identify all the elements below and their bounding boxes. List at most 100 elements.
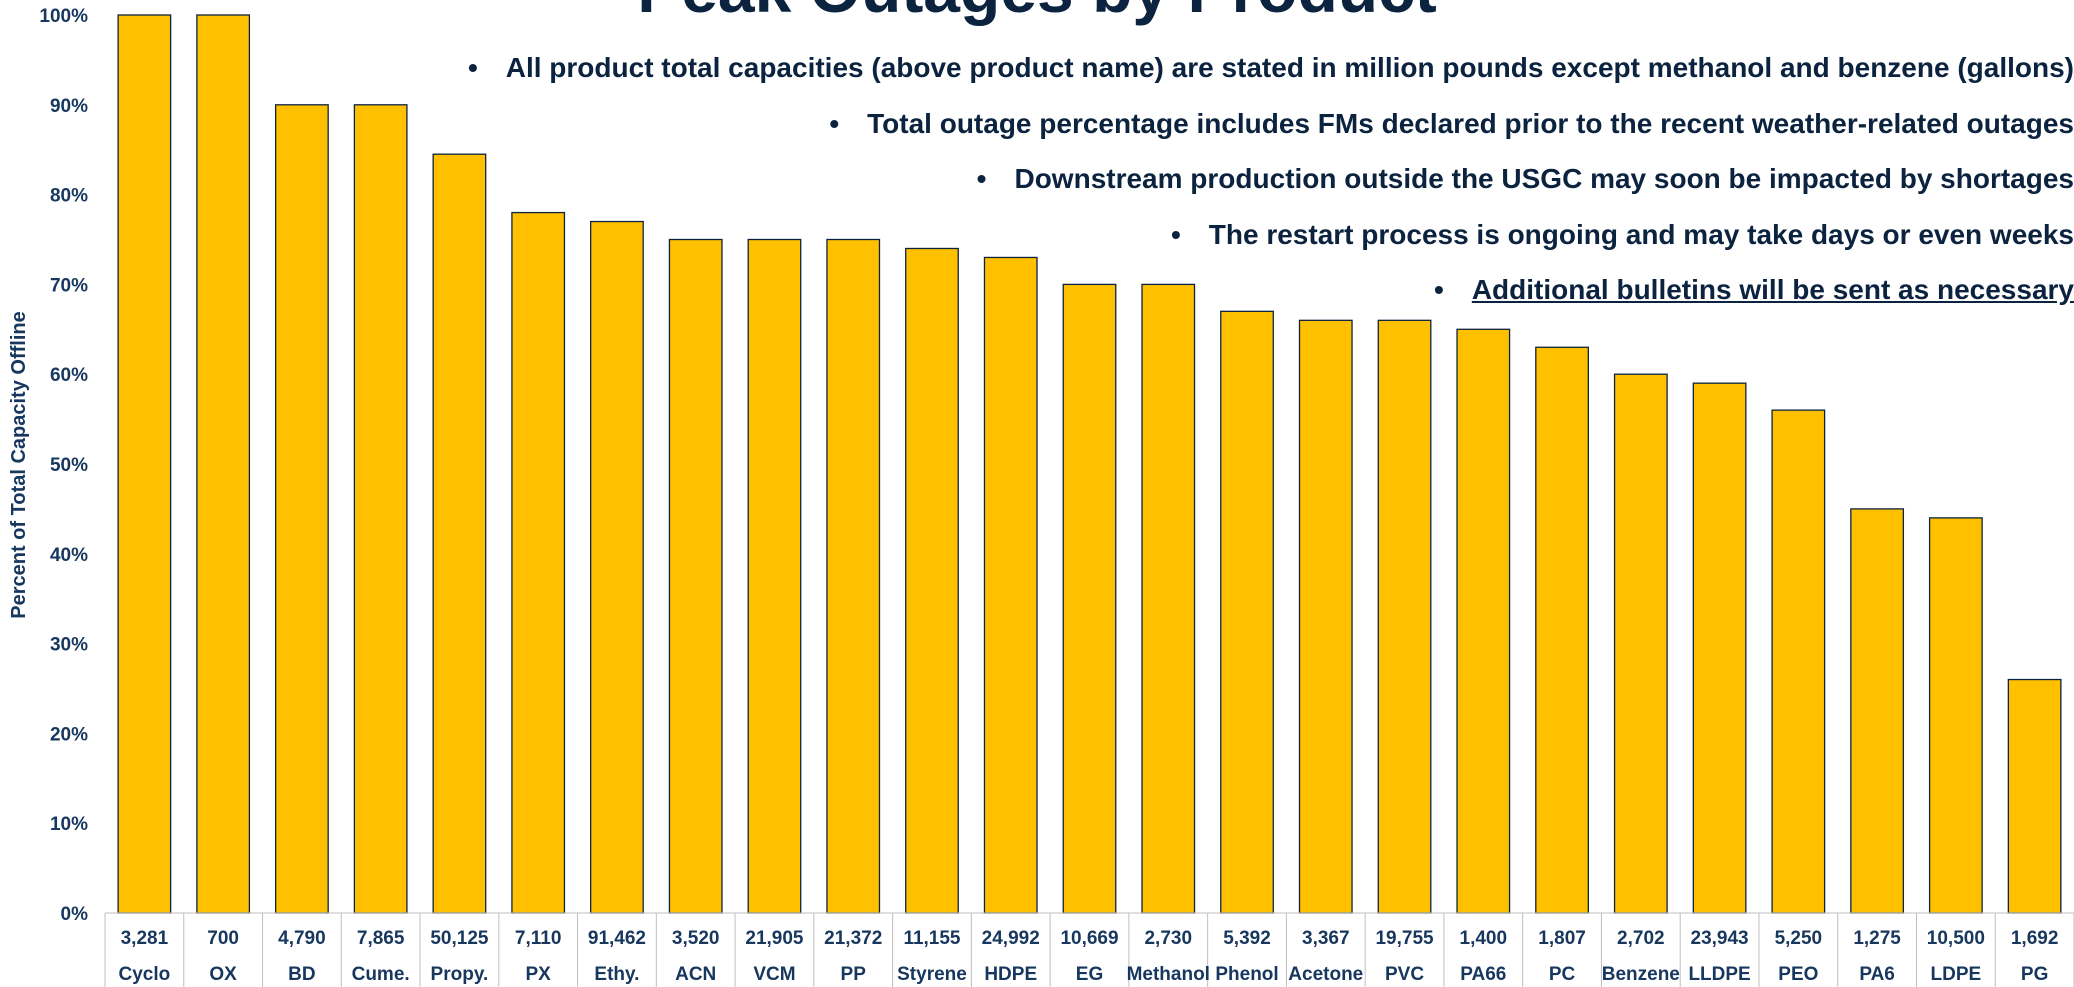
annotation-text: Additional bulletins will be sent as nec… xyxy=(1471,274,2074,305)
bar xyxy=(905,247,959,914)
category-label: Phenol xyxy=(1215,964,1278,985)
bar xyxy=(353,104,408,914)
y-tick-label: 80% xyxy=(50,186,88,207)
category-label: OX xyxy=(209,964,237,985)
capacity-label: 5,250 xyxy=(1775,928,1823,949)
annotation-text: The restart process is ongoing and may t… xyxy=(1208,218,2074,250)
bar xyxy=(511,211,566,914)
capacity-label: 2,730 xyxy=(1144,928,1192,949)
category-label: Ethy. xyxy=(594,964,639,985)
bar xyxy=(1771,409,1826,914)
capacity-label: 23,943 xyxy=(1691,928,1749,949)
bar xyxy=(2007,678,2062,914)
annotation-text: Downstream production outside the USGC m… xyxy=(1014,163,2074,194)
annotation-list: • All product total capacities (above pro… xyxy=(274,40,2074,318)
capacity-label: 1,400 xyxy=(1460,928,1508,949)
category-label: EG xyxy=(1076,964,1103,985)
y-tick-labels: 0% 10% 20% 30% 40% 50% 60% 70% 80% 90% 100% xyxy=(39,6,88,925)
chart-title: Peak Outages by Product xyxy=(637,0,1437,26)
y-tick-label: 20% xyxy=(50,724,88,745)
capacity-label: 21,905 xyxy=(745,928,804,949)
category-label: BD xyxy=(288,964,315,985)
category-label: Benzene xyxy=(1602,964,1680,985)
capacity-label: 10,669 xyxy=(1060,928,1118,949)
annotation-bulletins: • Additional bulletins will be sent as ne… xyxy=(274,262,2074,318)
y-tick-label: 10% xyxy=(50,814,88,835)
y-tick-label: 30% xyxy=(50,635,88,656)
capacity-label: 1,692 xyxy=(2011,928,2059,949)
category-label: Cume. xyxy=(352,964,410,985)
bar xyxy=(432,153,487,914)
category-label: LLDPE xyxy=(1688,964,1750,985)
y-tick-label: 50% xyxy=(50,455,88,476)
annotation-downstream: • Downstream production outside the USGC … xyxy=(274,151,2074,207)
category-label: Acetone xyxy=(1288,964,1363,985)
bar xyxy=(747,238,802,914)
y-tick-label: 60% xyxy=(50,365,88,386)
category-label: PP xyxy=(841,964,867,985)
bullet-icon: • xyxy=(976,163,987,194)
bullet-icon: • xyxy=(1434,274,1444,305)
bar xyxy=(274,104,329,914)
bar xyxy=(117,14,172,914)
bar xyxy=(1456,328,1511,914)
annotation-units: • All product total capacities (above pro… xyxy=(274,40,2074,96)
annotation-text: All product total capacities (above prod… xyxy=(505,52,2074,83)
bar xyxy=(1613,373,1668,914)
annotation-text: Total outage percentage includes FMs dec… xyxy=(867,107,2074,139)
category-label: PVC xyxy=(1385,964,1424,985)
capacity-label: 11,155 xyxy=(903,928,960,949)
category-label: HDPE xyxy=(984,964,1037,985)
category-label: VCM xyxy=(753,964,795,985)
bar xyxy=(826,238,881,914)
bar xyxy=(590,220,644,914)
capacity-label: 91,462 xyxy=(588,928,646,949)
category-label: Cyclo xyxy=(119,964,171,985)
annotation-restart: • The restart process is ongoing and may … xyxy=(274,207,2074,263)
capacity-label: 50,125 xyxy=(430,928,489,949)
capacity-label: 3,520 xyxy=(672,928,720,949)
bar xyxy=(1298,319,1353,914)
capacity-label: 1,807 xyxy=(1538,928,1586,949)
capacity-label: 700 xyxy=(207,928,239,949)
bullet-icon: • xyxy=(1170,218,1181,250)
category-axis: 3,281 Cyclo 700 OX 4,790 BD 7,865 Cume. 50,125 Pr… xyxy=(104,912,2074,987)
y-tick-label: 70% xyxy=(50,275,88,296)
category-label: PC xyxy=(1549,964,1576,985)
y-tick-label: 0% xyxy=(61,904,89,925)
capacity-label: 4,790 xyxy=(278,928,326,949)
capacity-label: 3,367 xyxy=(1302,928,1350,949)
category-label: Propy. xyxy=(431,964,489,985)
bar xyxy=(1377,319,1432,914)
bar xyxy=(1062,283,1117,914)
y-tick-label: 100% xyxy=(39,6,88,27)
category-label: PA6 xyxy=(1859,964,1895,985)
category-label: PEO xyxy=(1778,964,1818,985)
bar xyxy=(1141,283,1196,914)
capacity-label: 24,992 xyxy=(982,928,1040,949)
y-tick-label: 40% xyxy=(50,545,88,566)
capacity-label: 19,755 xyxy=(1375,928,1434,949)
bullet-icon: • xyxy=(467,52,478,83)
bar xyxy=(1535,346,1589,914)
category-label: PG xyxy=(2021,964,2048,985)
category-label: Styrene xyxy=(897,964,967,985)
bar xyxy=(668,238,723,914)
bar xyxy=(196,14,251,914)
bar xyxy=(1220,310,1274,914)
bar xyxy=(1692,382,1747,914)
capacity-label: 7,110 xyxy=(515,928,562,949)
capacity-label: 7,865 xyxy=(357,928,405,949)
bars xyxy=(117,14,2062,914)
capacity-label: 1,275 xyxy=(1853,928,1901,949)
annotation-fms: • Total outage percentage includes FMs de… xyxy=(274,96,2074,152)
category-label: PX xyxy=(526,964,552,985)
category-label: LDPE xyxy=(1931,964,1982,985)
bar xyxy=(983,256,1038,914)
capacity-label: 10,500 xyxy=(1927,928,1985,949)
category-label: PA66 xyxy=(1460,964,1506,985)
y-tick-label: 90% xyxy=(50,96,88,117)
bar xyxy=(1850,508,1905,914)
